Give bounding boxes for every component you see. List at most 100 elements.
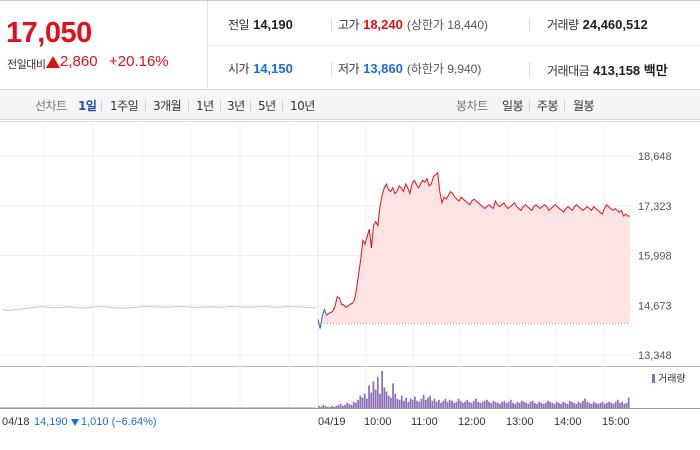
volume-bar: [510, 399, 512, 408]
divider: [101, 100, 102, 111]
volume-bar: [595, 402, 597, 408]
stat-prev-close: 전일 14,190: [228, 17, 293, 32]
volume-bar: [621, 401, 624, 408]
volume-bar: [352, 401, 355, 408]
volume-bar: [344, 404, 346, 408]
volume-bar: [534, 402, 536, 408]
volume-bar: [549, 401, 552, 408]
volume-bar: [331, 405, 333, 408]
volume-bar: [479, 402, 482, 408]
volume-bar: [411, 399, 414, 408]
divider: [145, 100, 146, 111]
volume-bar: [575, 403, 578, 408]
volume-bar: [566, 403, 569, 408]
volume-bar: [518, 402, 521, 408]
volume-bar: [420, 398, 423, 408]
volume-bar: [442, 400, 445, 408]
price-summary: 17,050 전일대비 2,860 +20.16%: [0, 1, 208, 90]
volume-bar: [398, 399, 401, 408]
volume-bar: [494, 401, 497, 408]
volume-bar: [499, 403, 501, 408]
y-tick-label: 18,648: [638, 151, 672, 163]
divider: [529, 18, 530, 32]
tab-monthly-candle[interactable]: 월봉: [573, 99, 595, 113]
volume-bar: [601, 401, 604, 408]
volume-bar: [608, 401, 610, 408]
volume-bar: [560, 403, 562, 408]
stat-high: 고가 18,240 (상한가 18,440): [338, 17, 489, 32]
volume-bar: [370, 392, 373, 408]
tab-weekly-candle[interactable]: 주봉: [537, 99, 559, 113]
volume-bar: [361, 397, 364, 408]
volume-bar: [342, 405, 344, 408]
up-triangle-icon: [46, 56, 60, 68]
volume-bar: [446, 401, 449, 408]
quote-header: 17,050 전일대비 2,860 +20.16% 전일 14,190 고가 18,…: [0, 0, 700, 90]
volume-bar: [623, 403, 626, 408]
volume-bar: [590, 403, 593, 408]
volume-bar: [466, 399, 469, 408]
today-date-label: 04/19: [318, 416, 346, 428]
volume-bar: [381, 371, 384, 408]
divider: [282, 100, 283, 111]
volume-bar: [459, 400, 462, 408]
stat-low: 저가 13,860 (하한가 9,940): [338, 61, 482, 76]
volume-bar: [627, 397, 630, 408]
volume-bar: [346, 402, 349, 408]
volume-bar: [597, 403, 600, 408]
divider: [220, 100, 221, 111]
volume-bar: [337, 404, 340, 408]
volume-bar: [603, 403, 606, 408]
volume-bar: [555, 401, 558, 408]
y-tick-label: 13,348: [638, 350, 672, 362]
volume-bar: [422, 394, 425, 408]
divider: [331, 18, 332, 32]
volume-bar: [363, 393, 366, 408]
tab-5year[interactable]: 5년: [258, 99, 276, 113]
price-chart-svg: 18,648 17,323 15,998 14,673 13,348 거래량 04/18 14…: [0, 121, 700, 428]
tab-daily-candle[interactable]: 일봉: [502, 99, 524, 113]
tab-3year[interactable]: 3년: [227, 99, 245, 113]
volume-bar: [619, 402, 621, 408]
volume-bar: [516, 401, 519, 408]
volume-bar: [553, 403, 556, 408]
prev-day-date-label: 04/18: [2, 416, 30, 428]
volume-bar: [544, 402, 547, 408]
volume-bar: [586, 401, 589, 408]
volume-bar: [368, 385, 370, 408]
change-percent: +20.16%: [109, 53, 169, 70]
volume-bar: [359, 395, 362, 408]
y-tick-label: 14,673: [638, 300, 672, 312]
volume-bar: [372, 381, 375, 408]
volume-bar: [571, 401, 573, 408]
volume-bar: [464, 401, 466, 408]
tab-10year[interactable]: 10년: [290, 99, 315, 113]
tab-3month[interactable]: 3개월: [153, 99, 182, 113]
volume-bar: [444, 398, 447, 408]
tab-1year[interactable]: 1년: [196, 99, 214, 113]
volume-bar: [475, 398, 477, 408]
volume-bar: [527, 403, 530, 408]
tab-1week[interactable]: 1주일: [110, 99, 139, 113]
volume-bar: [429, 395, 432, 408]
tab-1day[interactable]: 1일: [78, 99, 97, 113]
volume-bar: [366, 398, 368, 408]
volume-bar: [403, 400, 405, 408]
volume-bar: [584, 398, 586, 408]
volume-bar: [455, 401, 458, 408]
volume-bar: [536, 403, 538, 408]
divider: [529, 62, 530, 76]
volume-bar: [414, 396, 416, 408]
intraday-chart: 18,648 17,323 15,998 14,673 13,348 거래량 04/18 14…: [0, 121, 700, 450]
volume-bar: [418, 401, 421, 408]
volume-bar: [525, 402, 528, 408]
volume-bar: [610, 402, 613, 408]
volume-bar: [470, 402, 473, 408]
prev-day-close-label: 14,190: [34, 416, 68, 428]
volume-bar: [318, 405, 320, 408]
volume-bar: [468, 401, 471, 408]
prev-day-change-label: 1,010 (−6.64%): [81, 416, 157, 428]
chart-period-tabs: 선차트 1일 1주일 3개월 1년 3년 5년 10년 봉차트 일봉 주봉 월봉: [0, 90, 700, 120]
volume-bar: [448, 399, 451, 408]
volume-bar: [326, 406, 329, 408]
